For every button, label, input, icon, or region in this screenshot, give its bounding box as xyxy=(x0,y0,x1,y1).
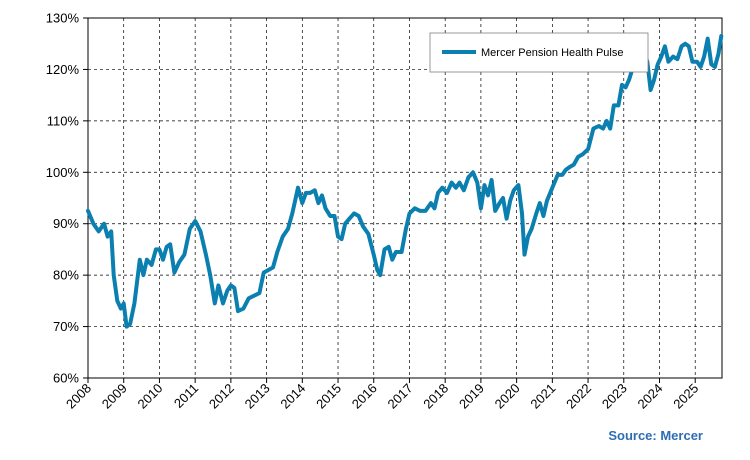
x-tick-label: 2018 xyxy=(420,381,451,412)
series-layer xyxy=(86,34,724,329)
y-tick-label: 120% xyxy=(46,62,80,77)
y-tick-label: 100% xyxy=(46,165,80,180)
y-tick-label: 60% xyxy=(53,371,79,386)
x-tick-label: 2009 xyxy=(99,381,130,412)
x-tick-label: 2016 xyxy=(349,381,380,412)
x-tick-label: 2010 xyxy=(135,381,166,412)
y-tick-label: 70% xyxy=(53,319,79,334)
x-tick-label: 2025 xyxy=(670,381,701,412)
x-tick-label: 2017 xyxy=(385,381,416,412)
y-tick-label: 80% xyxy=(53,268,79,283)
x-tick-label: 2024 xyxy=(635,381,666,412)
y-tick-label: 90% xyxy=(53,216,79,231)
x-tick-label: 2012 xyxy=(206,381,237,412)
source-note: Source: Mercer xyxy=(608,428,703,443)
y-tick-label: 110% xyxy=(47,113,80,128)
y-tick-label: 130% xyxy=(46,11,80,26)
x-tick-label: 2020 xyxy=(492,381,523,412)
plot-frame xyxy=(87,17,723,379)
x-tick-label: 2019 xyxy=(456,381,487,412)
x-tick-label: 2023 xyxy=(599,381,630,412)
x-tick-label: 2021 xyxy=(527,381,558,412)
x-tick-label: 2014 xyxy=(277,381,308,412)
x-tick-label: 2015 xyxy=(313,381,344,412)
legend: Mercer Pension Health Pulse xyxy=(429,32,649,73)
x-tick-label: 2022 xyxy=(563,381,594,412)
x-tick-label: 2013 xyxy=(242,381,273,412)
x-tick-label: 2011 xyxy=(171,381,201,411)
series-line-mercer-pension-health-pulse xyxy=(86,34,724,329)
legend-entry-label: Mercer Pension Health Pulse xyxy=(481,47,623,59)
